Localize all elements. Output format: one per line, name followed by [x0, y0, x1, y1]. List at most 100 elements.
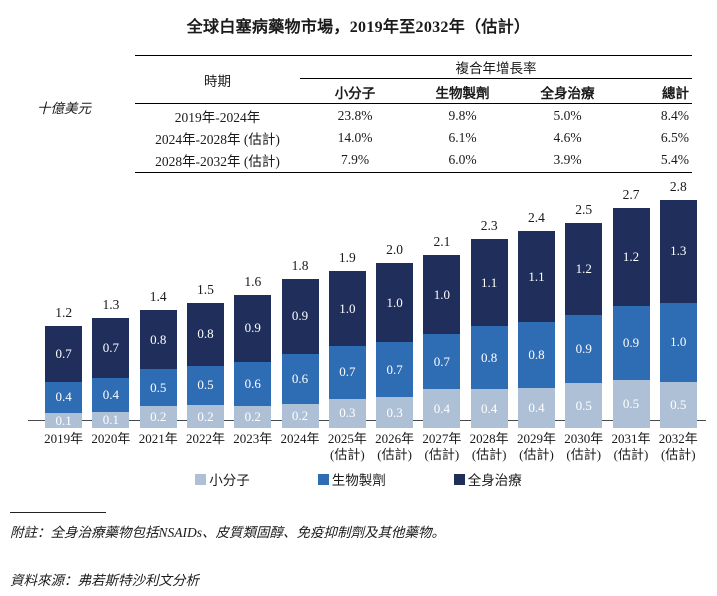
table-cell-value: 6.5%: [660, 130, 689, 145]
bar-total-label: 2.4: [528, 210, 545, 226]
x-axis-label: 2019年: [44, 431, 84, 446]
bar-stack: 1.0 0.7 0.4: [423, 255, 461, 428]
bar-total-label: 1.3: [102, 297, 120, 313]
x-axis-label: 2030年 (估計): [564, 431, 604, 463]
bar-segment-biologics: 0.9: [565, 314, 603, 383]
bar-total-label: 2.8: [669, 178, 687, 194]
table-header-cagr-group: 複合年增長率: [300, 55, 692, 79]
x-axis-label: 2024年: [280, 431, 320, 446]
bar-segment-small-molecule: 0.2: [234, 406, 272, 428]
table-cell-value: 6.0%: [410, 149, 515, 173]
chart-legend: 小分子 生物製劑 全身治療: [0, 469, 717, 489]
table-cell-value: 14.0%: [337, 130, 373, 145]
bar-segment-biologics: 0.4: [92, 378, 130, 413]
bar-stack: 0.8 0.5 0.2: [139, 310, 177, 428]
x-axis-line: [28, 420, 706, 421]
x-axis-label: 2029年 (估計): [516, 431, 556, 463]
bar-stack: 1.2 0.9 0.5: [612, 207, 650, 428]
x-axis-label: 2020年: [91, 431, 131, 446]
table-row: 2019年-2024年 23.8% 9.8% 5.0% 8.4%: [135, 104, 692, 128]
bar-stack: 1.0 0.7 0.3: [328, 271, 366, 428]
bar-segment-biologics: 0.6: [281, 354, 319, 405]
bar-total-label: 1.9: [338, 250, 356, 265]
bar-stack: 1.0 0.7 0.3: [376, 263, 414, 428]
bar-total-label: 1.6: [244, 273, 262, 289]
bar-segment-systemic: 0.9: [234, 294, 272, 362]
bar-stack: 1.1 0.8 0.4: [470, 239, 508, 428]
bar-total-label: 2.7: [622, 186, 640, 202]
stacked-bar-chart: 1.2 0.7 0.4 0.1 1.3 0.7 0.4 0.1 1.4 0.8 0.5 0.2 1.5 0…: [28, 178, 706, 464]
x-axis-label: 2028年 (估計): [469, 431, 509, 463]
bar-segment-systemic: 1.2: [612, 207, 650, 307]
footnote-divider: [10, 512, 106, 513]
bar-stack: 0.7 0.4 0.1: [92, 318, 130, 428]
chart-plot-area: 1.2 0.7 0.4 0.1 1.3 0.7 0.4 0.1 1.4 0.8 0.5 0.2 1.5 0…: [28, 178, 706, 428]
bar-column: 1.2 0.7 0.4 0.1: [40, 305, 87, 428]
page-title: 全球白塞病藥物市場，2019年至2032年（估計）: [186, 19, 531, 36]
legend-label: 生物製劑: [331, 473, 386, 488]
bar-column: 1.3 0.7 0.4 0.1: [87, 297, 134, 428]
x-axis-label: 2021年: [138, 431, 178, 446]
bar-column: 2.3 1.1 0.8 0.4: [466, 218, 513, 428]
bar-column: 1.8 0.9 0.6 0.2: [276, 258, 323, 428]
legend-item: 小分子: [195, 469, 250, 489]
bar-segment-systemic: 1.1: [517, 231, 555, 323]
legend-swatch-icon: [453, 473, 465, 485]
legend-item: 生物製劑: [317, 469, 386, 489]
bar-segment-small-molecule: 0.5: [659, 381, 697, 428]
bar-stack: 0.8 0.5 0.2: [186, 302, 224, 428]
bar-stack: 1.1 0.8 0.4: [517, 231, 555, 428]
table-header-systemic: 全身治療: [515, 78, 620, 104]
bar-segment-biologics: 0.5: [139, 369, 177, 407]
y-axis-unit-label: 十億美元: [37, 101, 91, 116]
x-axis-label: 2022年: [185, 431, 225, 446]
x-axis-labels: 2019年 2020年 2021年 2022年 2023年 2024年 2025年 (估計) 2…: [40, 431, 702, 464]
x-axis-label: 2026年 (估計): [375, 431, 415, 463]
bar-stack: 0.7 0.4 0.1: [45, 326, 83, 428]
bar-segment-small-molecule: 0.3: [328, 398, 366, 428]
x-axis-label: 2025年 (估計): [327, 431, 367, 463]
legend-item: 全身治療: [453, 469, 522, 489]
table-cell-value: 5.4%: [620, 149, 692, 173]
bar-column: 1.6 0.9 0.6 0.2: [229, 274, 276, 428]
bar-segment-small-molecule: 0.5: [565, 383, 603, 428]
bar-column: 1.9 1.0 0.7 0.3: [324, 250, 371, 428]
table-header-period: 時期: [135, 55, 300, 104]
bar-total-label: 2.5: [575, 202, 593, 218]
bar-total-label: 1.2: [55, 305, 73, 321]
table-cell-value: 23.8%: [337, 108, 373, 123]
bar-stack: 0.9 0.6 0.2: [234, 294, 272, 428]
bar-segment-systemic: 0.7: [45, 326, 83, 382]
bar-segment-small-molecule: 0.4: [423, 389, 461, 428]
footnote-source: 資料來源：弗若斯特沙利文分析: [10, 573, 199, 588]
table-cell-value: 5.0%: [553, 108, 582, 123]
bar-total-label: 1.8: [291, 257, 309, 273]
bar-column: 1.5 0.8 0.5 0.2: [182, 282, 229, 428]
bar-total-label: 2.3: [480, 218, 498, 234]
bar-segment-biologics: 0.5: [186, 365, 224, 406]
bar-total-label: 2.1: [433, 234, 451, 250]
table-cell-period: 2024年-2028年 (估計): [155, 132, 280, 147]
footnote-note: 附註：全身治療藥物包括NSAIDs、皮質類固醇、免疫抑制劑及其他藥物。: [10, 525, 445, 540]
bar-total-label: 2.0: [386, 242, 404, 258]
bar-segment-biologics: 0.7: [376, 342, 414, 398]
bar-segment-small-molecule: 0.1: [45, 413, 83, 428]
legend-label: 全身治療: [467, 473, 522, 488]
table-cell-period: 2019年-2024年: [174, 110, 261, 125]
legend-label: 小分子: [209, 473, 250, 488]
table-cell-value: 6.1%: [448, 130, 477, 145]
bar-column: 1.4 0.8 0.5 0.2: [135, 289, 182, 428]
table-row: 2024年-2028年 (估計) 14.0% 6.1% 4.6% 6.5%: [135, 127, 692, 149]
bar-segment-systemic: 1.0: [328, 271, 366, 346]
bar-segment-biologics: 0.6: [234, 361, 272, 407]
table-cell-period: 2028年-2032年 (估計): [135, 149, 300, 173]
bar-column: 2.0 1.0 0.7 0.3: [371, 242, 418, 428]
bar-segment-biologics: 0.4: [45, 381, 83, 414]
table-cell-value: 7.9%: [300, 149, 410, 173]
bar-column: 2.4 1.1 0.8 0.4: [513, 210, 560, 428]
bar-segment-small-molecule: 0.3: [376, 397, 414, 428]
cagr-table: 時期 複合年增長率 小分子 生物製劑 全身治療 總計 2019年-2024年 23…: [135, 55, 692, 173]
bar-total-label: 1.4: [149, 289, 167, 305]
legend-swatch-icon: [317, 473, 329, 485]
table-header-biologics: 生物製劑: [410, 78, 515, 104]
